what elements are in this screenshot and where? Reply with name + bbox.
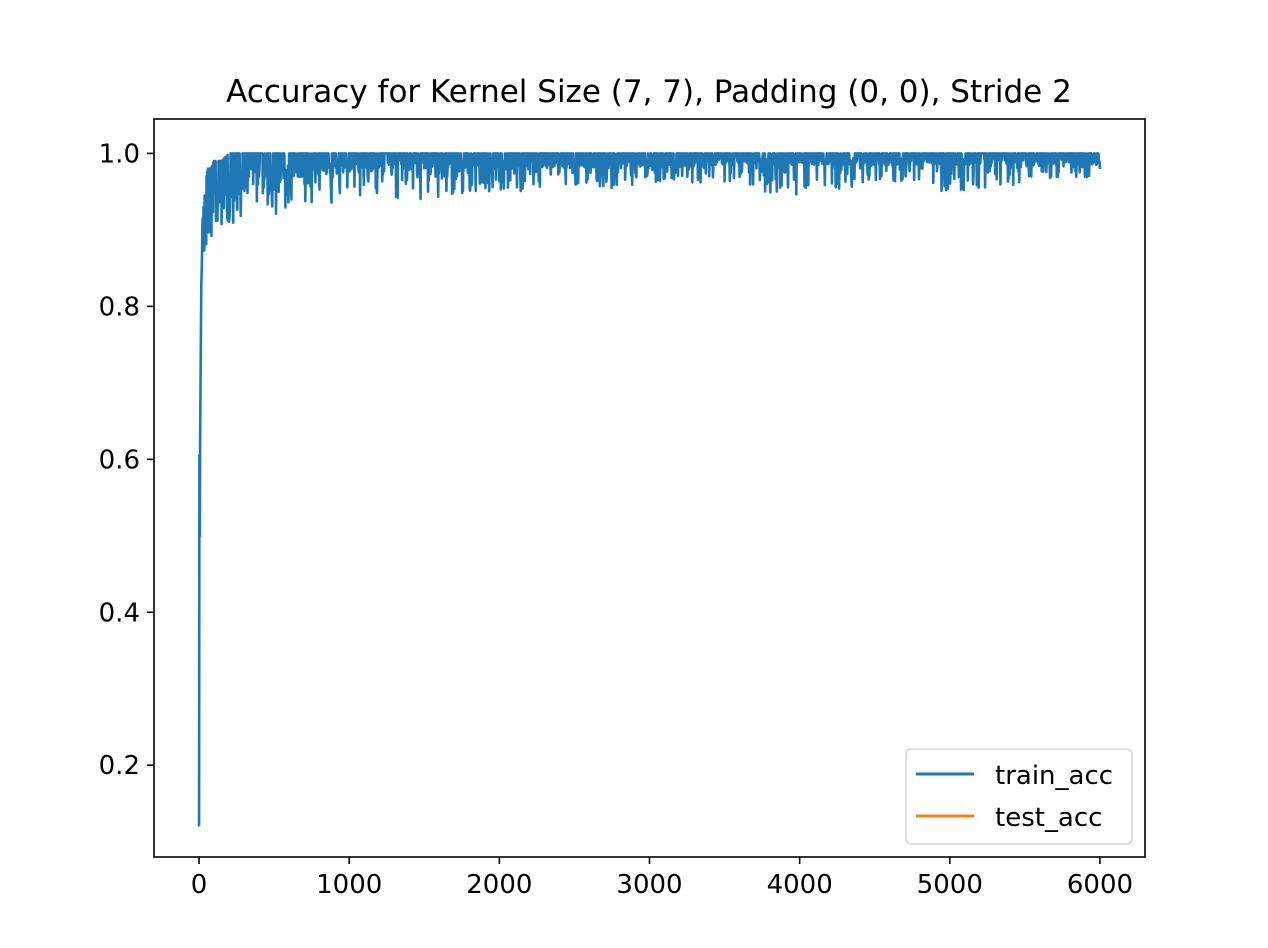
x-axis: 0 1000 2000 3000 4000 5000 6000: [191, 857, 1133, 900]
y-axis: 0.2 0.4 0.6 0.8 1.0: [99, 139, 154, 781]
y-tick-label: 1.0: [99, 139, 140, 169]
x-tick-label: 0: [191, 870, 208, 900]
x-tick-label: 4000: [767, 870, 833, 900]
y-tick-label: 0.6: [99, 445, 140, 475]
y-tick-label: 0.8: [99, 292, 140, 322]
x-tick-label: 2000: [466, 870, 532, 900]
y-tick-label: 0.4: [99, 598, 140, 628]
x-tick-label: 1000: [316, 870, 382, 900]
series-layer: [197, 152, 1102, 827]
x-tick-label: 6000: [1067, 870, 1133, 900]
chart-title: Accuracy for Kernel Size (7, 7), Padding…: [226, 74, 1072, 110]
x-tick-label: 5000: [917, 870, 983, 900]
legend-label-train-acc: train_acc: [995, 761, 1113, 791]
legend-label-test-acc: test_acc: [995, 803, 1102, 833]
x-tick-label: 3000: [616, 870, 682, 900]
y-tick-label: 0.2: [99, 751, 140, 781]
legend: train_acc test_acc: [905, 748, 1133, 845]
series-line-train-acc: [197, 152, 1102, 827]
